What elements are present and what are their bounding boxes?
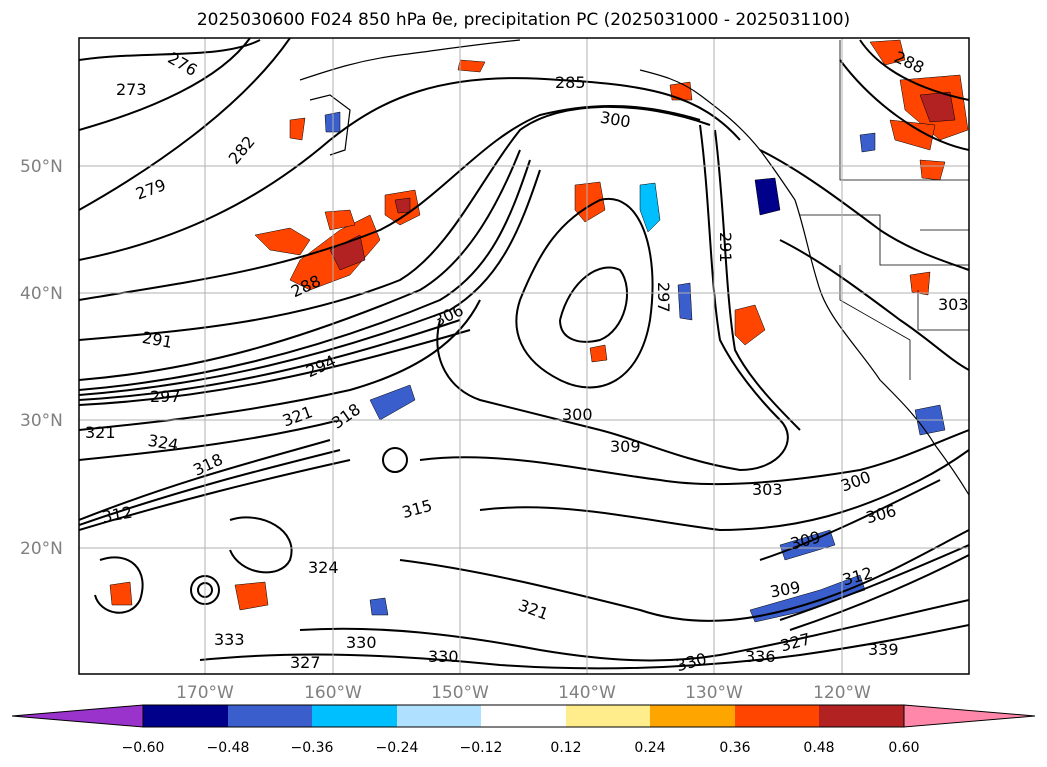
contour-label: 321	[85, 423, 116, 442]
colorbar-segment	[228, 705, 312, 727]
latitude-labels: 50°N 40°N 30°N 20°N	[20, 157, 63, 559]
colorbar-tick-label: 0.36	[719, 740, 750, 756]
precip-positive-shading	[109, 39, 969, 611]
lon-label-150w: 150°W	[431, 683, 489, 703]
colorbar-extend-left	[11, 704, 144, 728]
contour-label: 291	[716, 232, 735, 263]
colorbar-segment	[650, 705, 735, 727]
contour-label: 303	[752, 480, 783, 499]
colorbar-tick-label: 0.24	[634, 740, 665, 756]
colorbar-segment	[143, 705, 228, 727]
contour-label: 339	[868, 640, 899, 659]
contour-label: 333	[214, 630, 245, 649]
precip-negative-shading	[324, 111, 946, 623]
lon-label-140w: 140°W	[558, 683, 616, 703]
contour-label: 330	[428, 647, 459, 666]
colorbar-segment	[566, 705, 650, 727]
colorbar-segment	[397, 705, 481, 727]
lon-label-160w: 160°W	[304, 683, 362, 703]
colorbar-segment	[735, 705, 819, 727]
contour-label: 336	[745, 647, 776, 666]
gridlines	[79, 38, 969, 674]
colorbar-ticks: −0.60 −0.48 −0.36 −0.24 −0.12 0.12 0.24 …	[122, 740, 920, 756]
colorbar-extend-right	[903, 704, 1036, 728]
colorbar-segment	[481, 705, 566, 727]
colorbar-tick-label: −0.24	[376, 740, 419, 756]
borders	[800, 40, 969, 380]
map-border	[78, 37, 970, 675]
contour-label: 309	[610, 437, 641, 456]
theta-e-contours	[79, 38, 969, 670]
contour-label: 300	[562, 405, 593, 424]
colorbar-tick-label: 0.60	[888, 740, 919, 756]
colorbar: −0.60 −0.48 −0.36 −0.24 −0.12 0.12 0.24 …	[11, 704, 1036, 756]
map-title: 2025030600 F024 850 hPa θe, precipitatio…	[196, 10, 851, 30]
lon-label-130w: 130°W	[685, 683, 743, 703]
colorbar-tick-label: −0.36	[291, 740, 334, 756]
longitude-labels: 170°W 160°W 150°W 140°W 130°W 120°W	[176, 683, 871, 703]
colorbar-segment	[819, 705, 904, 727]
lon-label-170w: 170°W	[176, 683, 234, 703]
lat-label-30n: 30°N	[20, 411, 63, 431]
contour-label: 297	[150, 387, 181, 406]
colorbar-tick-label: 0.12	[550, 740, 581, 756]
contour-label: 327	[290, 653, 321, 672]
contour-label: 297	[654, 282, 673, 313]
contour-label: 273	[116, 80, 147, 99]
contour-label: 330	[346, 633, 377, 652]
contour-label: 303	[938, 295, 969, 314]
lon-label-120w: 120°W	[813, 683, 871, 703]
lat-label-40n: 40°N	[20, 284, 63, 304]
colorbar-tick-label: −0.48	[207, 740, 250, 756]
colorbar-segment	[312, 705, 397, 727]
lat-label-50n: 50°N	[20, 157, 63, 177]
colorbar-tick-label: −0.60	[122, 740, 165, 756]
colorbar-tick-label: −0.12	[460, 740, 503, 756]
contour-label: 285	[555, 73, 586, 92]
colorbar-tick-label: 0.48	[803, 740, 834, 756]
contour-label: 324	[308, 558, 339, 577]
lat-label-20n: 20°N	[20, 539, 63, 559]
coastlines	[299, 39, 969, 496]
